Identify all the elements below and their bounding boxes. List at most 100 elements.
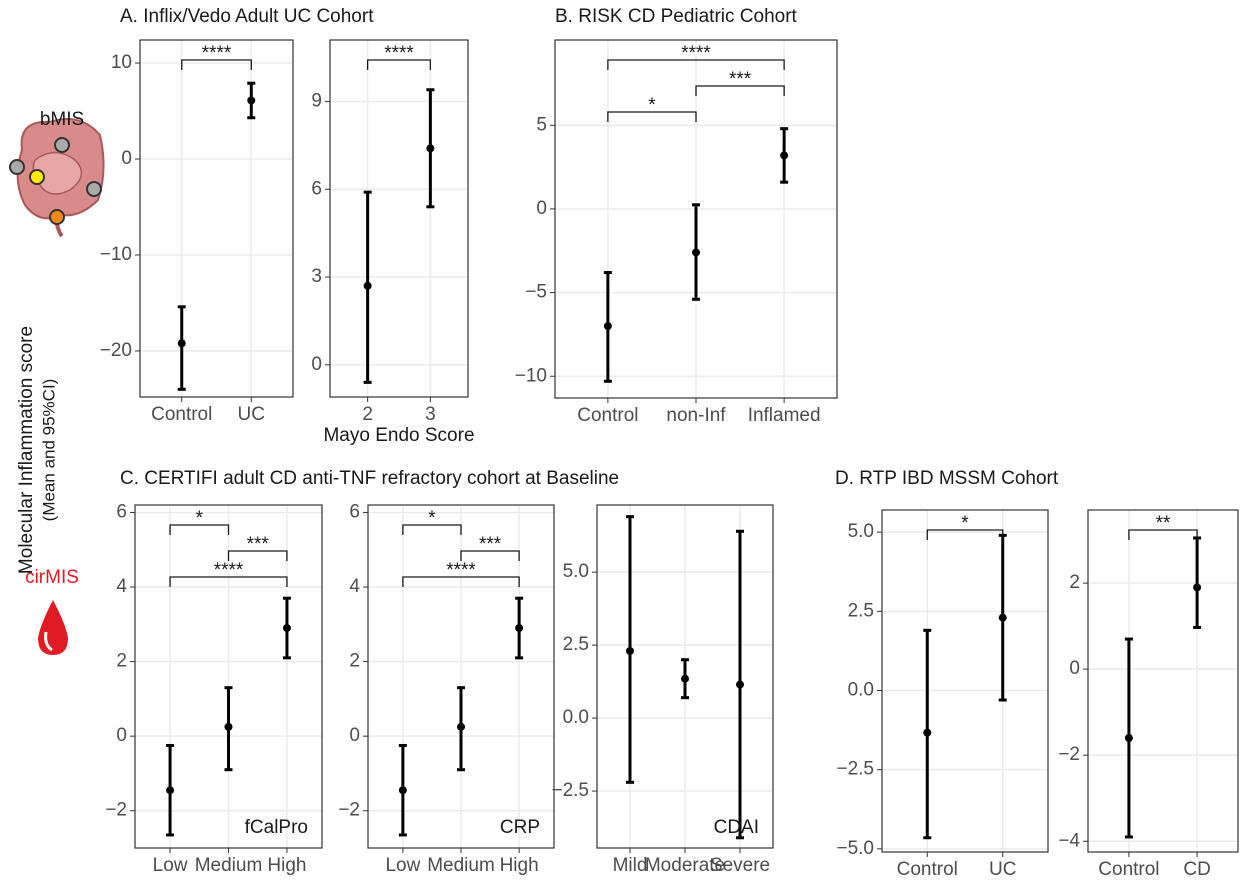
significance-bracket [1128, 529, 1198, 540]
mean-point [166, 786, 175, 795]
y-tick-label: 4 [349, 576, 360, 597]
y-tick-label: 6 [311, 178, 322, 199]
panel-border [139, 39, 294, 398]
y-tick-label: 0.0 [563, 707, 589, 728]
y-axis-label: (Mean and 95%CI) [39, 379, 58, 522]
y-tick-label: 9 [311, 90, 322, 111]
significance-bracket [227, 550, 288, 561]
y-tick-label: 4 [116, 576, 127, 597]
significance-bracket [181, 59, 252, 70]
significance-bracket [926, 529, 1004, 540]
significance-bracket [169, 576, 288, 587]
mean-point [282, 624, 291, 633]
x-tick-label: Low [385, 855, 420, 876]
significance-label: * [648, 95, 656, 116]
y-tick-label: 0 [121, 148, 132, 169]
panel-title: B. RISK CD Pediatric Cohort [555, 6, 798, 27]
mean-point [923, 728, 932, 737]
x-tick-label: Control [897, 859, 958, 880]
significance-label: *** [247, 534, 270, 555]
panel-title: C. CERTIFI adult CD anti-TNF refractory … [120, 468, 619, 489]
significance-label: ** [1156, 513, 1171, 534]
significance-label: **** [446, 560, 476, 581]
y-tick-label: −5 [525, 282, 547, 303]
significance-label: *** [479, 534, 502, 555]
panel-annotation: fCalPro [245, 817, 308, 838]
x-tick-label: Severe [710, 855, 770, 876]
significance-label: *** [729, 69, 752, 90]
x-tick-label: Control [1098, 859, 1159, 880]
significance-label: * [428, 508, 436, 529]
y-tick-label: −10 [100, 244, 132, 265]
y-tick-label: 2.5 [563, 634, 589, 655]
y-tick-label: 0.0 [848, 680, 874, 701]
y-tick-label: 3 [311, 266, 322, 287]
panel-border [1087, 509, 1239, 853]
mean-point [1193, 583, 1202, 592]
y-tick-label: 5 [536, 114, 547, 135]
mean-point [736, 680, 744, 689]
x-tick-label: UC [238, 404, 265, 425]
x-tick-label: Low [153, 855, 188, 876]
y-tick-label: 6 [116, 501, 127, 522]
mean-point [398, 786, 407, 795]
y-tick-label: −4 [1058, 830, 1080, 851]
significance-label: * [961, 513, 969, 534]
significance-bracket [607, 59, 785, 70]
significance-bracket [169, 524, 230, 535]
mean-point [515, 624, 524, 633]
mean-point [681, 674, 689, 683]
x-tick-label: 2 [362, 404, 373, 425]
significance-bracket [366, 59, 432, 70]
panel-annotation: CDAI [714, 817, 759, 838]
x-axis-label: Mayo Endo Score [323, 425, 474, 446]
y-tick-label: 5.0 [563, 561, 589, 582]
y-tick-label: 2 [1069, 572, 1080, 593]
x-tick-label: Control [151, 404, 212, 425]
x-tick-label: non-Inf [666, 405, 726, 426]
y-tick-label: −2.5 [551, 780, 589, 801]
panel-annotation: CRP [500, 817, 540, 838]
mean-point [363, 281, 372, 290]
mean-point [626, 646, 634, 655]
x-tick-label: Medium [195, 855, 263, 876]
y-tick-label: 2.5 [848, 600, 874, 621]
significance-bracket [402, 524, 462, 535]
mean-point [426, 144, 435, 153]
y-tick-label: −2 [105, 800, 127, 821]
mean-point [603, 322, 612, 331]
y-tick-label: 0 [116, 725, 127, 746]
x-tick-label: 3 [425, 404, 436, 425]
cirmis-label: cirMIS [25, 567, 79, 588]
significance-label: **** [202, 43, 232, 64]
significance-label: **** [384, 43, 414, 64]
blood-drop-icon [38, 600, 68, 655]
y-tick-label: 0 [1069, 658, 1080, 679]
y-tick-label: −5.0 [836, 838, 874, 859]
significance-label: **** [214, 560, 244, 581]
y-tick-label: 10 [111, 52, 132, 73]
y-tick-label: −10 [515, 365, 547, 386]
significance-label: **** [681, 43, 711, 64]
y-tick-label: 2 [116, 651, 127, 672]
x-tick-label: Control [577, 405, 638, 426]
x-tick-label: Medium [427, 855, 495, 876]
x-tick-label: UC [989, 859, 1016, 880]
significance-bracket [695, 85, 785, 96]
mean-point [1124, 734, 1133, 742]
x-tick-label: CD [1183, 859, 1210, 880]
x-tick-label: High [267, 855, 306, 876]
panel-title: A. Inflix/Vedo Adult UC Cohort [120, 6, 374, 27]
significance-bracket [607, 111, 697, 122]
significance-bracket [402, 576, 520, 587]
y-tick-label: −2 [338, 800, 360, 821]
mean-point [224, 722, 233, 731]
y-tick-label: 0 [349, 725, 360, 746]
x-tick-label: High [500, 855, 539, 876]
panel-title: D. RTP IBD MSSM Cohort [835, 468, 1059, 489]
mean-point [692, 248, 700, 257]
y-axis-label: Molecular Inflammation score [16, 326, 37, 574]
mean-point [247, 96, 256, 105]
panel-border [329, 39, 469, 398]
